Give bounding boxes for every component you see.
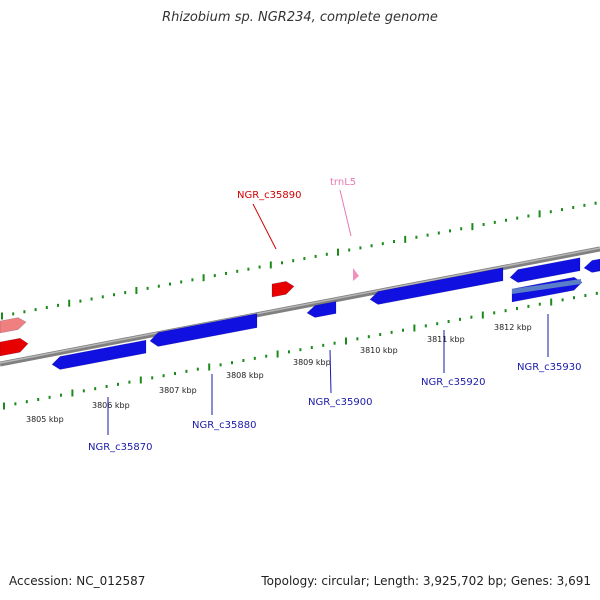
- scale-label: 3811 kbp: [427, 335, 465, 344]
- scale-label: 3810 kbp: [360, 346, 398, 355]
- gene-label-NGR_c35890: NGR_c35890: [237, 190, 302, 201]
- genome-summary: Topology: circular; Length: 3,925,702 bp…: [261, 574, 591, 588]
- gene-label-NGR_c35930: NGR_c35930: [517, 362, 582, 373]
- gene-NGR_c35880: [149, 313, 258, 347]
- gene-reverse-upper: [509, 257, 581, 283]
- scale-label: 3809 kbp: [293, 358, 331, 367]
- gene-forward-faded: [0, 317, 27, 334]
- gene-reverse-edge: [583, 258, 600, 273]
- gene-NGR_c35900: [306, 301, 337, 318]
- gene-NGR_c35890: [271, 281, 295, 298]
- gene-NGR_c35930-highlight: [512, 279, 581, 294]
- genome-title: Rhizobium sp. NGR234, complete genome: [162, 10, 438, 25]
- gene-label-NGR_c35900: NGR_c35900: [308, 397, 373, 408]
- trna-trnL5: [353, 268, 359, 281]
- scale-label: 3807 kbp: [159, 386, 197, 395]
- scale-label: 3808 kbp: [226, 371, 264, 380]
- scale-label: 3812 kbp: [494, 323, 532, 332]
- sequence-backbone: [0, 246, 600, 367]
- gene-label-NGR_c35920: NGR_c35920: [421, 377, 486, 388]
- accession-label: Accession: NC_012587: [9, 574, 146, 588]
- gene-label-NGR_c35870: NGR_c35870: [88, 442, 153, 453]
- gene-forward: [0, 337, 29, 357]
- sequence-backbone-highlight: [0, 247, 600, 364]
- label-leader-line: [339, 189, 352, 237]
- gene-label-trnL5: trnL5: [330, 177, 356, 188]
- gene-NGR_c35920: [369, 267, 504, 305]
- scale-label: 3806 kbp: [92, 401, 130, 410]
- scale-label: 3805 kbp: [26, 415, 64, 424]
- gene-label-NGR_c35880: NGR_c35880: [192, 420, 257, 431]
- label-leader-line: [329, 349, 332, 394]
- gene-NGR_c35870: [51, 339, 147, 370]
- label-leader-line: [252, 203, 277, 250]
